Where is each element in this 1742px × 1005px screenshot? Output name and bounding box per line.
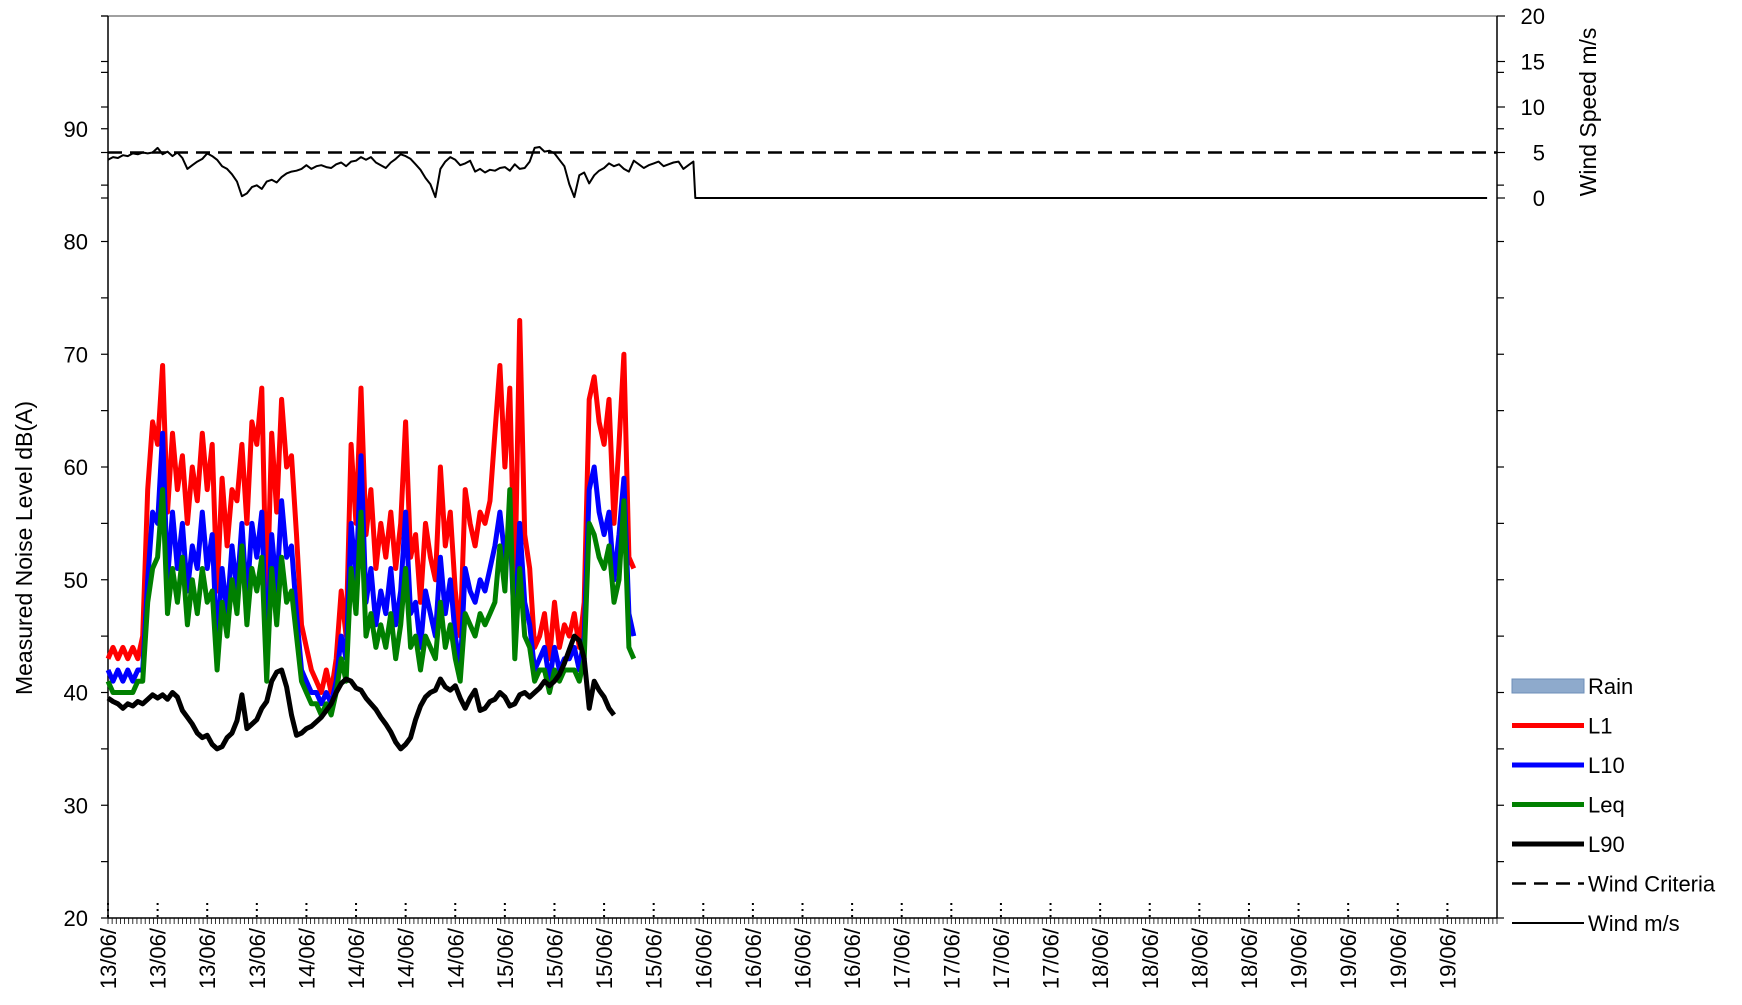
x-tick-label: 18/06/ (1088, 927, 1113, 989)
noise-tick-label: 50 (64, 568, 88, 593)
wind-tick-label: 0 (1533, 186, 1545, 211)
wind-tick-label: 10 (1521, 95, 1545, 120)
legend-item: Wind m/s (1512, 911, 1680, 936)
x-tick-label: 15/06/ (493, 927, 518, 989)
noise-tick-label: 30 (64, 793, 88, 818)
noise-tick-label: 90 (64, 117, 88, 142)
series-leq-line (105, 487, 637, 718)
legend-label: L90 (1588, 832, 1625, 857)
legend-label: L10 (1588, 753, 1625, 778)
wind-series-line (107, 146, 1488, 199)
series-l90-line (106, 633, 617, 752)
wind-tick-label: 5 (1533, 141, 1545, 166)
x-tick-label: 13/06/ (146, 927, 171, 989)
legend-label: Wind m/s (1588, 911, 1680, 936)
x-tick-label: 18/06/ (1237, 927, 1262, 989)
x-axis-tick-labels: 13/06/13/06/13/06/13/06/14/06/14/06/14/0… (96, 927, 1460, 989)
x-tick-label: 18/06/ (1138, 927, 1163, 989)
noise-tick-label: 20 (64, 906, 88, 931)
x-tick-label: 17/06/ (1039, 927, 1064, 989)
x-tick-label: 16/06/ (791, 927, 816, 989)
noise-tick-label: 60 (64, 455, 88, 480)
x-axis-ticks (107, 903, 1498, 924)
legend-item: L90 (1512, 832, 1625, 857)
legend-label: Leq (1588, 793, 1625, 818)
legend-label: Rain (1588, 674, 1633, 699)
x-tick-label: 17/06/ (989, 927, 1014, 989)
noise-tick-label: 40 (64, 681, 88, 706)
wind-tick-label: 15 (1521, 50, 1545, 75)
legend-item: Wind Criteria (1512, 872, 1716, 897)
x-tick-label: 15/06/ (642, 927, 667, 989)
x-tick-label: 19/06/ (1435, 927, 1460, 989)
legend-item: Leq (1512, 793, 1625, 818)
legend-label: Wind Criteria (1588, 872, 1716, 897)
x-tick-label: 16/06/ (691, 927, 716, 989)
series-l1-line (105, 317, 637, 695)
legend-swatch (1511, 678, 1585, 694)
series-l10-line (105, 430, 637, 707)
x-tick-label: 19/06/ (1386, 927, 1411, 989)
x-tick-label: 13/06/ (245, 927, 270, 989)
wind-tick-label: 20 (1521, 4, 1545, 29)
x-tick-label: 13/06/ (195, 927, 220, 989)
legend-item: Rain (1511, 674, 1633, 699)
noise-tick-label: 70 (64, 342, 88, 367)
series-layer (105, 146, 1497, 752)
x-tick-label: 15/06/ (542, 927, 567, 989)
x-tick-label: 16/06/ (741, 927, 766, 989)
x-tick-label: 15/06/ (592, 927, 617, 989)
noise-tick-label: 80 (64, 230, 88, 255)
x-tick-label: 14/06/ (344, 927, 369, 989)
x-tick-label: 19/06/ (1287, 927, 1312, 989)
x-tick-label: 18/06/ (1187, 927, 1212, 989)
legend-label: L1 (1588, 714, 1612, 739)
noise-axis-ticks: 20 30 40 50 60 70 80 90 (64, 15, 1504, 931)
legend: Rain L1 L10 Leq L90 Wind Criteria Wind m/s (1511, 674, 1716, 936)
wind-axis-ticks: 0 5 10 15 20 (101, 4, 1545, 211)
x-tick-label: 14/06/ (443, 927, 468, 989)
wind-axis-label: Wind Speed m/s (1575, 28, 1601, 197)
x-tick-label: 19/06/ (1336, 927, 1361, 989)
x-tick-label: 14/06/ (294, 927, 319, 989)
x-tick-label: 14/06/ (394, 927, 419, 989)
x-tick-label: 17/06/ (939, 927, 964, 989)
x-tick-label: 13/06/ (96, 927, 121, 989)
noise-axis-label: Measured Noise Level dB(A) (11, 401, 37, 695)
legend-item: L10 (1512, 753, 1625, 778)
legend-item: L1 (1512, 714, 1612, 739)
x-tick-label: 17/06/ (890, 927, 915, 989)
x-tick-label: 16/06/ (840, 927, 865, 989)
